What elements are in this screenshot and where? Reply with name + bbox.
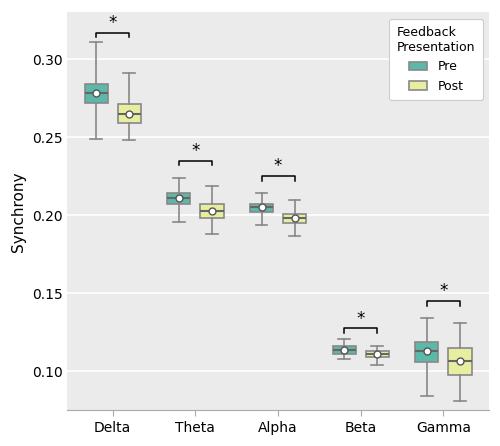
PathPatch shape — [448, 348, 471, 375]
Text: *: * — [108, 14, 117, 32]
Legend: Pre, Post: Pre, Post — [389, 19, 482, 100]
PathPatch shape — [84, 84, 108, 103]
Text: *: * — [356, 310, 365, 328]
Text: *: * — [439, 282, 448, 301]
Text: *: * — [274, 157, 282, 175]
PathPatch shape — [250, 204, 273, 212]
PathPatch shape — [200, 204, 224, 219]
PathPatch shape — [366, 351, 389, 357]
PathPatch shape — [283, 214, 306, 223]
PathPatch shape — [416, 342, 438, 362]
Text: *: * — [191, 142, 200, 160]
Y-axis label: Synchrony: Synchrony — [11, 171, 26, 252]
PathPatch shape — [168, 194, 190, 204]
PathPatch shape — [332, 347, 356, 354]
PathPatch shape — [118, 104, 141, 123]
